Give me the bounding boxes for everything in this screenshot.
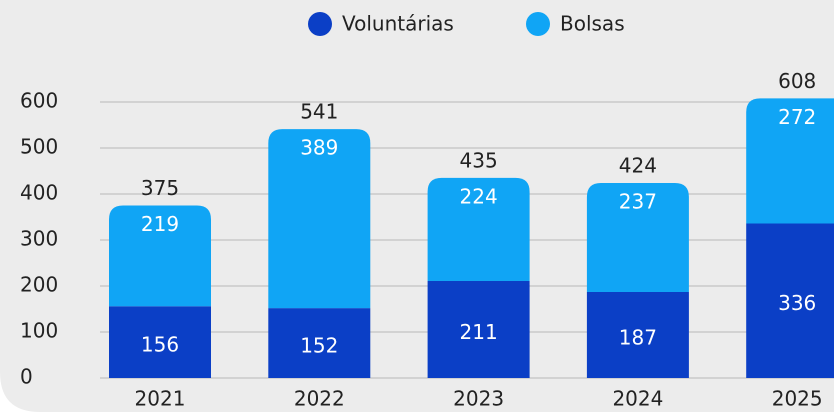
y-tick-label: 300 [20, 227, 58, 251]
legend-label: Bolsas [560, 12, 625, 36]
y-tick-label: 600 [20, 89, 58, 113]
value-label: 389 [300, 136, 338, 160]
value-label: 237 [619, 189, 657, 213]
value-label: 224 [460, 184, 498, 208]
x-tick-label: 2024 [612, 387, 663, 411]
total-label: 375 [141, 176, 179, 200]
x-tick-label: 2022 [294, 387, 345, 411]
y-tick-label: 100 [20, 319, 58, 343]
x-tick-label: 2021 [135, 387, 186, 411]
bar-segment [746, 98, 834, 224]
x-tick-label: 2023 [453, 387, 504, 411]
total-label: 435 [460, 148, 498, 172]
bar-segment [109, 205, 211, 307]
bar-segment [427, 177, 530, 281]
bar-segment [268, 308, 371, 378]
total-label: 541 [300, 100, 338, 124]
total-label: 608 [778, 69, 816, 93]
legend-swatch [308, 12, 332, 36]
bar-segment [109, 306, 211, 378]
value-label: 156 [141, 333, 179, 357]
legend-swatch [526, 12, 550, 36]
total-label: 424 [619, 153, 657, 177]
bar-segment [268, 129, 371, 309]
value-label: 336 [778, 291, 816, 315]
value-label: 152 [300, 334, 338, 358]
value-label: 211 [460, 320, 498, 344]
value-label: 187 [619, 325, 657, 349]
y-tick-label: 500 [20, 135, 58, 159]
y-tick-label: 200 [20, 273, 58, 297]
y-tick-label: 400 [20, 181, 58, 205]
y-tick-label: 0 [20, 365, 33, 389]
bar-segment [586, 291, 689, 378]
value-label: 219 [141, 212, 179, 236]
value-label: 272 [778, 105, 816, 129]
x-tick-label: 2025 [772, 387, 823, 411]
legend-label: Voluntárias [342, 12, 454, 36]
bar-segment [586, 182, 689, 292]
bar-segment [427, 280, 530, 378]
bar-segment [746, 223, 834, 378]
